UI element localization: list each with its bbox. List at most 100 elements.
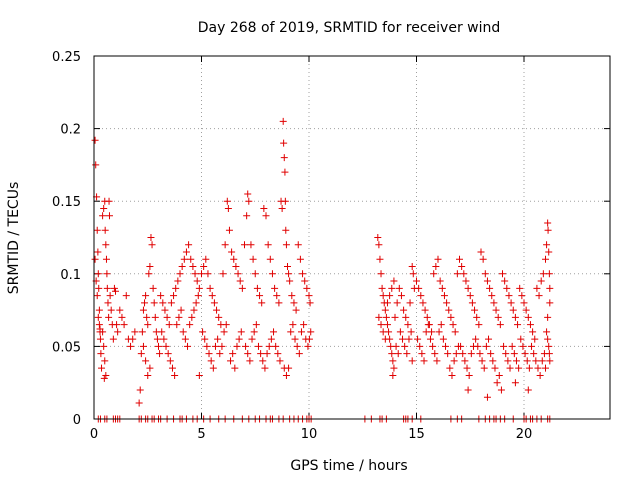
data-point — [205, 350, 213, 358]
data-point — [518, 292, 526, 300]
data-point — [286, 277, 294, 285]
data-point — [442, 342, 450, 350]
data-point — [144, 371, 152, 379]
data-point — [424, 321, 432, 329]
data-point — [288, 292, 296, 300]
data-point — [546, 284, 554, 292]
data-point — [91, 136, 99, 144]
data-point — [257, 350, 265, 358]
data-point — [293, 342, 301, 350]
data-point — [162, 342, 170, 350]
data-point — [282, 241, 290, 249]
data-point — [538, 357, 546, 365]
data-point — [386, 292, 394, 300]
data-point — [153, 335, 161, 343]
x-tick-label: 20 — [516, 427, 533, 442]
data-point — [236, 277, 244, 285]
data-point — [159, 299, 167, 307]
data-point — [492, 306, 500, 314]
data-point — [225, 226, 233, 234]
data-point — [94, 248, 102, 256]
data-point — [508, 342, 516, 350]
data-point — [391, 313, 399, 321]
data-point — [453, 270, 461, 278]
data-point — [254, 342, 262, 350]
data-point — [539, 270, 547, 278]
data-point — [292, 306, 300, 314]
data-point — [495, 371, 503, 379]
data-point — [112, 287, 119, 295]
data-point — [259, 357, 267, 365]
data-point — [210, 299, 218, 307]
data-point — [544, 335, 552, 343]
data-point — [261, 364, 269, 372]
data-point — [105, 197, 113, 205]
data-point — [466, 292, 474, 300]
data-point — [250, 328, 258, 336]
data-point — [436, 277, 444, 285]
data-point — [530, 350, 538, 358]
data-point — [143, 313, 151, 321]
data-point — [203, 342, 211, 350]
data-point — [423, 313, 431, 321]
data-point — [246, 357, 254, 365]
data-point — [215, 313, 223, 321]
data-point — [383, 321, 391, 329]
data-point — [146, 364, 154, 372]
data-point — [103, 284, 111, 292]
data-point — [163, 313, 171, 321]
data-point — [478, 357, 486, 365]
data-point — [490, 299, 498, 307]
y-tick-label: 0.1 — [60, 268, 81, 283]
data-point — [479, 255, 487, 263]
data-point — [245, 197, 253, 205]
data-point — [285, 270, 293, 278]
y-tick-label: 0 — [73, 413, 81, 428]
data-point — [445, 306, 453, 314]
data-point — [142, 292, 150, 300]
data-point — [542, 364, 549, 372]
data-point — [235, 335, 243, 343]
data-point — [528, 342, 536, 350]
data-point — [120, 321, 128, 329]
data-point — [448, 371, 456, 379]
data-point — [135, 399, 143, 407]
data-point — [244, 350, 252, 358]
data-point — [208, 292, 216, 300]
data-point — [480, 364, 488, 372]
data-point — [280, 139, 288, 147]
data-point — [545, 248, 553, 256]
data-point — [407, 328, 415, 336]
data-point — [511, 313, 519, 321]
data-point — [416, 342, 424, 350]
data-point — [216, 350, 224, 358]
data-point — [188, 313, 196, 321]
data-point — [122, 292, 130, 300]
data-point — [129, 335, 137, 343]
data-point — [127, 342, 135, 350]
data-point — [172, 284, 180, 292]
data-point — [147, 234, 155, 241]
data-point — [156, 350, 164, 358]
data-point — [278, 204, 286, 212]
data-point — [105, 212, 113, 220]
data-point — [430, 270, 438, 278]
data-point — [267, 335, 275, 343]
data-point — [118, 313, 126, 321]
data-point — [486, 284, 494, 292]
data-point — [388, 284, 396, 292]
data-point — [113, 321, 121, 329]
data-point — [276, 357, 284, 365]
data-point — [305, 335, 313, 343]
data-point — [285, 364, 293, 372]
data-point — [431, 350, 439, 358]
data-point — [544, 313, 552, 321]
data-point — [496, 321, 504, 329]
data-point — [139, 342, 147, 350]
data-point — [296, 255, 304, 263]
data-point — [194, 292, 202, 300]
data-point — [388, 350, 396, 358]
data-point — [451, 328, 459, 336]
x-tick-label: 5 — [197, 427, 205, 442]
data-point — [110, 284, 118, 292]
